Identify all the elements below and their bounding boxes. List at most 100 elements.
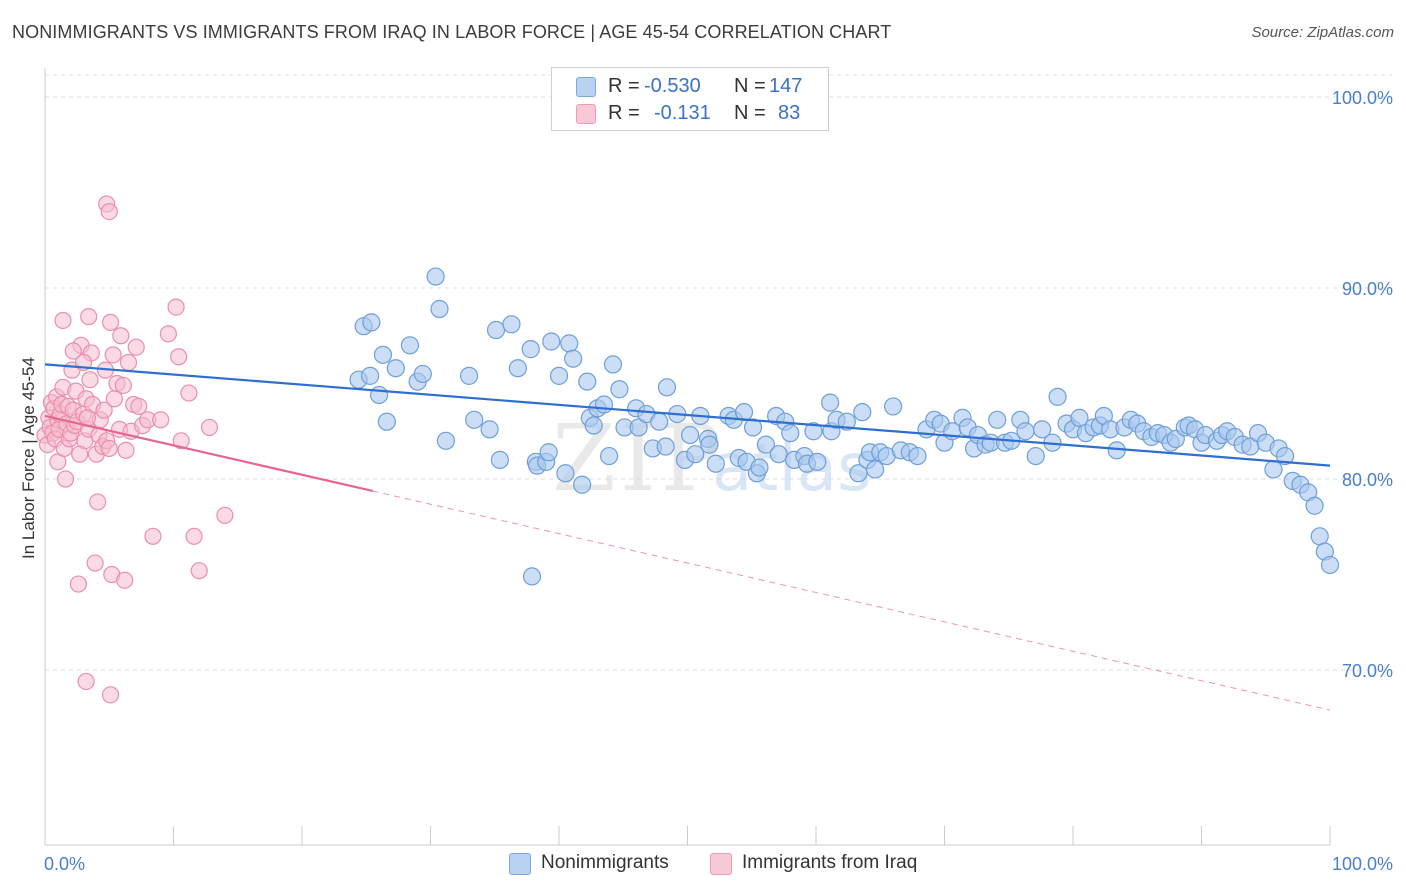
- data-point-nonimmigrants: [465, 410, 484, 429]
- bottom-legend-swatch-blue: [509, 853, 531, 875]
- trend-line-immigrants-iraq-extension: [372, 490, 1331, 711]
- data-point-nonimmigrants: [490, 450, 509, 469]
- data-point-nonimmigrants: [734, 403, 754, 422]
- data-point-nonimmigrants: [908, 446, 927, 466]
- watermark: ZIP atlas: [552, 405, 872, 512]
- data-point-nonimmigrants: [578, 372, 597, 391]
- data-point-nonimmigrants: [361, 366, 380, 385]
- y-tick-label: 70.0%: [1342, 661, 1393, 681]
- data-point-nonimmigrants: [549, 366, 569, 385]
- data-point-nonimmigrants: [1048, 387, 1067, 406]
- data-point-nonimmigrants: [502, 315, 521, 334]
- series-nonimmigrants: [349, 267, 1340, 586]
- data-point-nonimmigrants: [400, 336, 420, 355]
- data-point-immigrants-iraq: [180, 384, 198, 402]
- data-point-immigrants-iraq: [170, 348, 188, 366]
- data-point-immigrants-iraq: [81, 371, 99, 389]
- data-point-immigrants-iraq: [77, 672, 95, 691]
- data-point-immigrants-iraq: [172, 432, 190, 450]
- y-axis-label: In Labor Force | Age 45-54: [19, 357, 38, 559]
- legend-r-value: -0.530: [644, 75, 701, 97]
- data-point-nonimmigrants: [743, 418, 763, 437]
- data-point-immigrants-iraq: [130, 397, 148, 416]
- correlation-legend: R = -0.530 N = 147 R = -0.131 N = 83: [551, 67, 829, 131]
- data-point-nonimmigrants: [522, 567, 542, 586]
- data-point-nonimmigrants: [1310, 527, 1329, 546]
- data-point-nonimmigrants: [1026, 446, 1045, 466]
- data-point-nonimmigrants: [480, 420, 499, 439]
- x-tick-label: 0.0%: [44, 854, 85, 874]
- data-point-immigrants-iraq: [167, 298, 185, 316]
- gridlines: [45, 74, 1392, 671]
- data-point-nonimmigrants: [521, 340, 540, 359]
- trend-line-immigrants-iraq: [44, 414, 373, 493]
- data-point-nonimmigrants: [657, 378, 677, 397]
- y-tick-label: 90.0%: [1342, 279, 1393, 299]
- bottom-legend-label: Immigrants from Iraq: [742, 852, 918, 873]
- data-point-immigrants-iraq: [95, 401, 113, 419]
- data-point-nonimmigrants: [556, 464, 575, 483]
- data-point-nonimmigrants: [564, 349, 583, 368]
- axes: [44, 68, 1331, 846]
- data-point-nonimmigrants: [560, 334, 579, 353]
- data-point-nonimmigrants: [508, 359, 527, 378]
- data-point-immigrants-iraq: [54, 311, 72, 330]
- legend-r-value: -0.131: [654, 102, 711, 124]
- data-point-nonimmigrants: [629, 418, 648, 437]
- data-point-immigrants-iraq: [100, 439, 118, 458]
- data-point-nonimmigrants: [804, 422, 823, 441]
- data-point-nonimmigrants: [1305, 496, 1324, 515]
- data-point-nonimmigrants: [866, 460, 885, 479]
- data-point-nonimmigrants: [1320, 555, 1340, 575]
- data-point-nonimmigrants: [1070, 408, 1089, 427]
- data-point-nonimmigrants: [781, 424, 800, 443]
- data-point-nonimmigrants: [808, 452, 827, 471]
- data-point-immigrants-iraq: [152, 411, 170, 429]
- data-point-immigrants-iraq: [104, 346, 122, 364]
- legend-swatch-pink: [576, 104, 596, 124]
- data-point-immigrants-iraq: [56, 470, 75, 488]
- x-tick-label: 100.0%: [1332, 854, 1393, 874]
- data-point-immigrants-iraq: [89, 493, 107, 511]
- data-point-nonimmigrants: [610, 380, 629, 399]
- data-point-nonimmigrants: [706, 454, 725, 473]
- data-point-nonimmigrants: [769, 445, 788, 464]
- data-point-nonimmigrants: [750, 458, 769, 477]
- data-point-nonimmigrants: [373, 345, 393, 364]
- legend-n-label: N =: [734, 75, 766, 97]
- bottom-legend-swatch-pink: [710, 853, 732, 875]
- data-point-immigrants-iraq: [185, 527, 203, 545]
- data-point-nonimmigrants: [362, 313, 381, 332]
- data-point-immigrants-iraq: [159, 325, 177, 343]
- data-point-immigrants-iraq: [116, 571, 134, 589]
- data-point-immigrants-iraq: [80, 308, 98, 326]
- data-point-immigrants-iraq: [127, 338, 145, 356]
- data-point-nonimmigrants: [377, 412, 396, 431]
- data-point-nonimmigrants: [756, 435, 775, 454]
- data-point-immigrants-iraq: [190, 562, 208, 580]
- data-point-nonimmigrants: [700, 435, 719, 454]
- data-point-nonimmigrants: [1275, 446, 1295, 466]
- data-point-nonimmigrants: [1016, 422, 1035, 441]
- bottom-legend-label: Nonimmigrants: [541, 852, 669, 873]
- data-point-nonimmigrants: [459, 366, 479, 385]
- legend-n-value: 147: [769, 75, 803, 97]
- data-point-nonimmigrants: [1033, 420, 1052, 439]
- data-point-nonimmigrants: [821, 393, 840, 412]
- data-point-immigrants-iraq: [101, 313, 120, 331]
- data-point-nonimmigrants: [386, 359, 405, 378]
- data-point-immigrants-iraq: [200, 418, 219, 437]
- legend-n-label: N =: [734, 102, 766, 124]
- data-point-nonimmigrants: [686, 445, 705, 464]
- data-point-nonimmigrants: [584, 416, 603, 435]
- data-point-nonimmigrants: [542, 332, 561, 351]
- trend-line-nonimmigrants: [44, 363, 1331, 467]
- data-point-immigrants-iraq: [216, 506, 234, 524]
- data-point-immigrants-iraq: [117, 441, 135, 459]
- data-point-nonimmigrants: [853, 403, 872, 422]
- data-point-immigrants-iraq: [114, 376, 132, 395]
- data-point-nonimmigrants: [573, 475, 592, 494]
- data-point-nonimmigrants: [680, 425, 700, 445]
- data-point-nonimmigrants: [413, 364, 432, 384]
- data-point-nonimmigrants: [1264, 460, 1283, 479]
